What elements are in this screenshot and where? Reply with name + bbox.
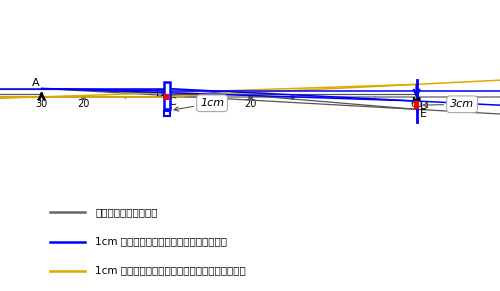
- Text: 3cm: 3cm: [423, 99, 474, 109]
- Bar: [164, 111, 170, 116]
- Text: 1cm 上にレンズを上げた矢印の先の作図線: 1cm 上にレンズを上げた矢印の先の作図線: [95, 237, 227, 246]
- Text: E: E: [420, 109, 427, 119]
- Text: B: B: [156, 89, 164, 99]
- Text: 1cm: 1cm: [174, 98, 224, 111]
- Text: もとのレンズの作図線: もとのレンズの作図線: [95, 207, 158, 217]
- Text: A: A: [32, 78, 40, 88]
- Text: D: D: [420, 101, 428, 111]
- Bar: [164, 82, 170, 109]
- Text: 20: 20: [77, 99, 90, 109]
- Bar: [164, 94, 169, 100]
- Text: 60: 60: [410, 99, 423, 109]
- Text: 20: 20: [244, 99, 256, 109]
- Text: C: C: [169, 97, 176, 107]
- Bar: [414, 101, 419, 109]
- Text: 1cm 上にレンズをあげたときの矢印の底の作図線: 1cm 上にレンズをあげたときの矢印の底の作図線: [95, 266, 246, 276]
- Text: 30: 30: [36, 99, 48, 109]
